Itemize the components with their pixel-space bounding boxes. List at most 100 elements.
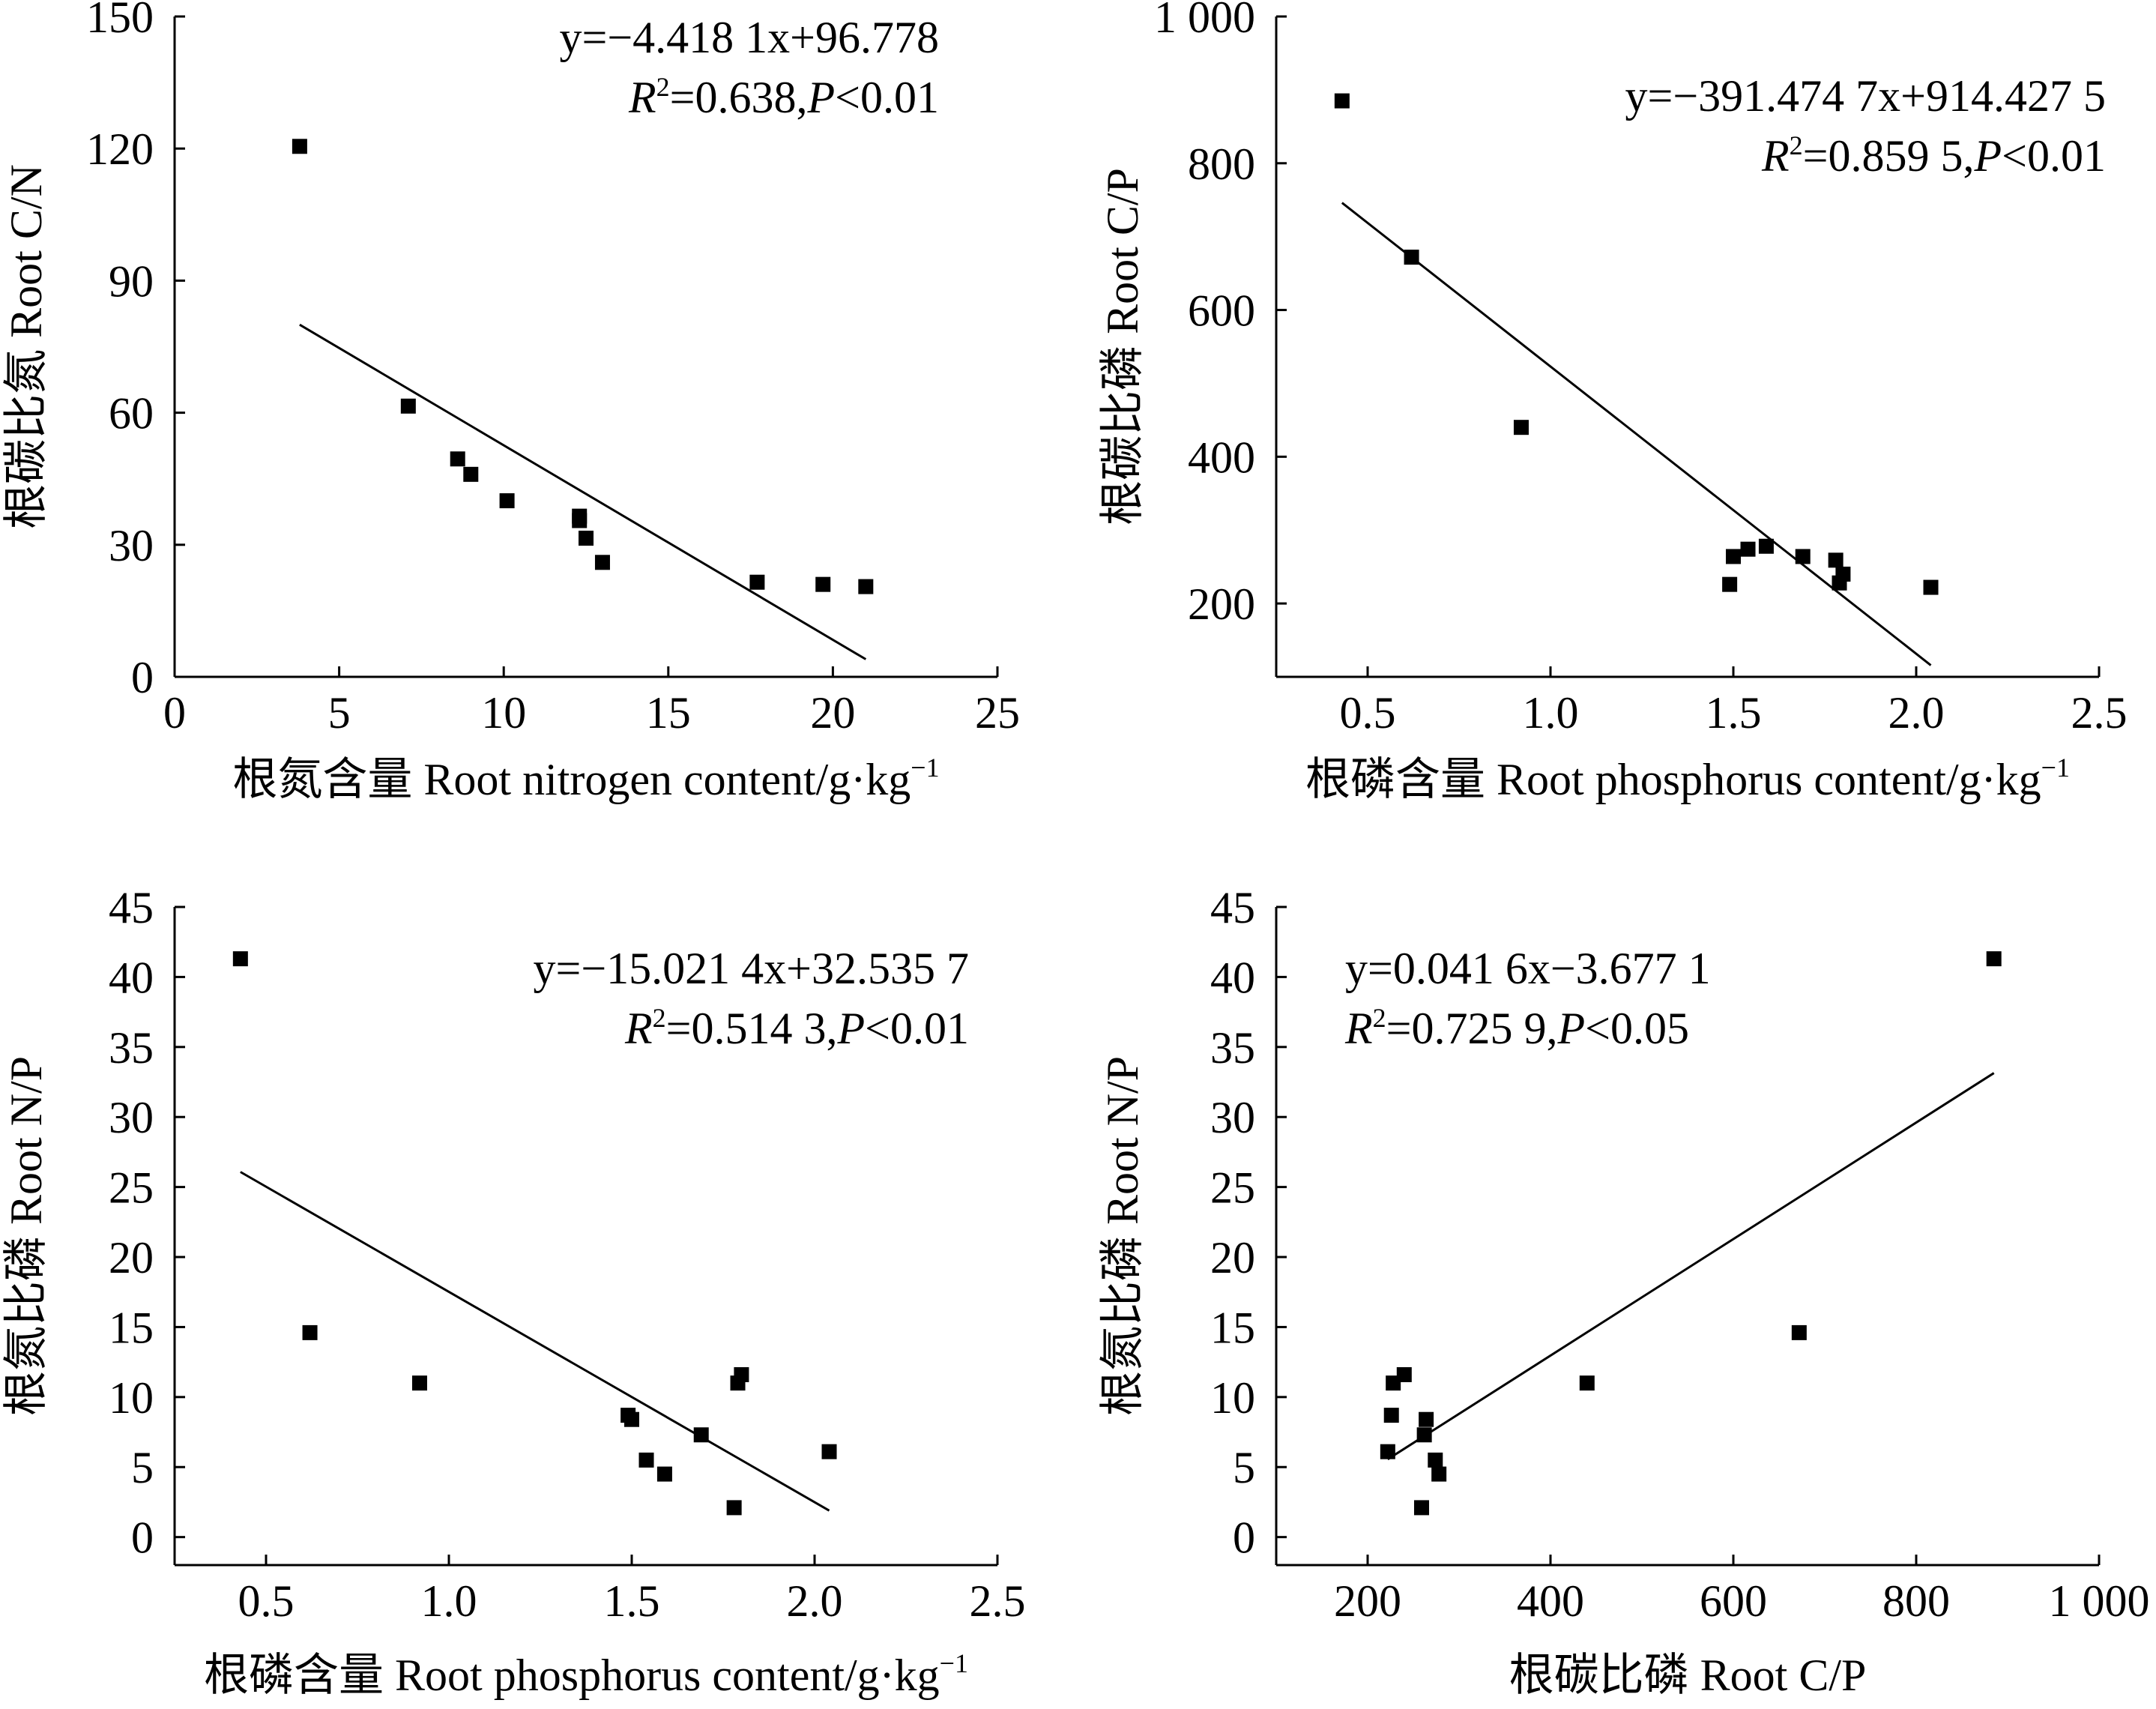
data-point bbox=[411, 1375, 427, 1391]
y-tick-label: 25 bbox=[1210, 1163, 1255, 1213]
y-tick-label: 800 bbox=[1188, 139, 1255, 189]
y-tick-label: 1 000 bbox=[1154, 0, 1255, 42]
p-value: <0.01 bbox=[865, 1004, 969, 1053]
x-tick-label: 0 bbox=[163, 688, 186, 738]
x-axis-label-superscript: −1 bbox=[940, 1648, 968, 1678]
x-tick-label: 10 bbox=[481, 688, 526, 738]
y-tick-label: 30 bbox=[109, 1093, 154, 1142]
x-axis-label-text: 根氮含量 Root nitrogen content/g·kg bbox=[232, 755, 911, 804]
p-symbol: P bbox=[837, 1004, 866, 1053]
data-point bbox=[1419, 1411, 1434, 1427]
p-value: <0.01 bbox=[835, 73, 939, 122]
p-value: <0.01 bbox=[2002, 131, 2106, 181]
x-axis-label: 根碳比磷 Root C/P bbox=[1509, 1651, 1867, 1700]
data-point bbox=[1791, 1324, 1807, 1340]
y-tick-label: 10 bbox=[109, 1373, 154, 1423]
data-point bbox=[1404, 250, 1419, 265]
y-tick-label: 10 bbox=[1210, 1373, 1255, 1423]
x-tick-label: 1.0 bbox=[1523, 688, 1579, 738]
x-tick-label: 400 bbox=[1517, 1576, 1584, 1626]
data-point bbox=[726, 1500, 742, 1516]
p-symbol: P bbox=[807, 73, 836, 122]
x-tick-label: 1 000 bbox=[2049, 1576, 2150, 1626]
data-point bbox=[1431, 1466, 1447, 1482]
y-tick-label: 60 bbox=[109, 389, 154, 438]
x-tick-label: 0.5 bbox=[1340, 688, 1396, 738]
y-tick-label: 5 bbox=[131, 1443, 154, 1492]
y-tick-label: 150 bbox=[86, 0, 154, 42]
regression-line bbox=[240, 1171, 830, 1512]
y-tick-label: 400 bbox=[1188, 432, 1255, 482]
x-tick-label: 25 bbox=[975, 688, 1020, 738]
data-point bbox=[749, 574, 765, 590]
regression-line bbox=[1341, 202, 1932, 666]
x-tick-label: 0.5 bbox=[238, 1576, 295, 1626]
x-axis-label-text: 根磷含量 Root phosphorus content/g·kg bbox=[1305, 755, 2041, 804]
r-squared-text: R2=0.514 3,P<0.01 bbox=[624, 1003, 969, 1053]
data-point bbox=[1380, 1444, 1395, 1459]
data-point bbox=[1722, 576, 1738, 592]
data-point bbox=[1416, 1427, 1432, 1443]
r-symbol: R bbox=[1761, 131, 1790, 181]
r-squared-value: =0.638, bbox=[670, 73, 808, 122]
data-point bbox=[1828, 552, 1844, 568]
y-tick-label: 120 bbox=[86, 124, 154, 174]
data-point bbox=[1835, 566, 1851, 582]
y-tick-label: 30 bbox=[109, 521, 154, 570]
y-tick-label: 0 bbox=[1233, 1513, 1255, 1563]
y-tick-label: 25 bbox=[109, 1163, 154, 1213]
data-point bbox=[594, 555, 610, 570]
data-point bbox=[821, 1444, 837, 1459]
regression-line bbox=[1387, 1072, 1995, 1461]
y-tick-label: 0 bbox=[131, 653, 154, 702]
y-tick-label: 20 bbox=[109, 1233, 154, 1282]
r-superscript: 2 bbox=[656, 72, 670, 102]
x-tick-label: 200 bbox=[1334, 1576, 1401, 1626]
x-axis-label: 根氮含量 Root nitrogen content/g·kg−1 bbox=[232, 753, 939, 804]
data-point bbox=[656, 1466, 672, 1482]
r-symbol: R bbox=[628, 73, 656, 122]
y-tick-label: 30 bbox=[1210, 1093, 1255, 1142]
x-tick-label: 5 bbox=[328, 688, 351, 738]
x-tick-label: 2.5 bbox=[970, 1576, 1026, 1626]
regression-equation: y=−15.021 4x+32.535 7 bbox=[533, 944, 969, 993]
data-point bbox=[1428, 1452, 1443, 1468]
data-point bbox=[1413, 1500, 1429, 1516]
x-tick-label: 2.0 bbox=[787, 1576, 843, 1626]
data-point bbox=[400, 398, 416, 414]
y-tick-label: 35 bbox=[109, 1023, 154, 1073]
data-point bbox=[1334, 93, 1350, 109]
data-point bbox=[463, 466, 479, 482]
r-superscript: 2 bbox=[1373, 1003, 1386, 1033]
data-point bbox=[638, 1452, 654, 1468]
data-point bbox=[579, 530, 594, 546]
regression-line bbox=[299, 323, 867, 660]
y-tick-label: 40 bbox=[109, 953, 154, 1002]
y-tick-label: 0 bbox=[131, 1513, 154, 1563]
data-point bbox=[232, 951, 248, 967]
data-point bbox=[1740, 541, 1756, 557]
data-point bbox=[1758, 538, 1774, 554]
x-tick-label: 800 bbox=[1882, 1576, 1950, 1626]
regression-equation: y=−4.418 1x+96.778 bbox=[559, 13, 939, 62]
x-tick-label: 2.5 bbox=[2071, 688, 2128, 738]
panel-root-np-vs-phosphorus: 0.5 1.0 1.5 2.0 2.5 0 5 10 15 20 25 30 35 40 45 y=−15.0… bbox=[1, 883, 1026, 1700]
r-squared-value: =0.514 3, bbox=[666, 1004, 838, 1053]
data-point bbox=[624, 1411, 639, 1427]
r-squared-value: =0.859 5, bbox=[1803, 131, 1975, 181]
y-tick-label: 20 bbox=[1210, 1233, 1255, 1282]
x-axis-label-text: 根磷含量 Root phosphorus content/g·kg bbox=[204, 1651, 940, 1700]
regression-equation: y=0.041 6x−3.677 1 bbox=[1345, 944, 1711, 993]
regression-equation: y=−391.474 7x+914.427 5 bbox=[1625, 71, 2106, 121]
y-tick-label: 35 bbox=[1210, 1023, 1255, 1073]
y-tick-label: 5 bbox=[1233, 1443, 1255, 1492]
r-squared-text: R2=0.638,P<0.01 bbox=[628, 72, 939, 122]
panel-root-cp: 0.5 1.0 1.5 2.0 2.5 200 400 600 800 1 000 y=−391.4… bbox=[1098, 0, 2128, 804]
y-tick-label: 40 bbox=[1210, 953, 1255, 1002]
x-tick-label: 20 bbox=[810, 688, 855, 738]
data-point bbox=[499, 493, 515, 509]
y-tick-label: 45 bbox=[109, 883, 154, 932]
x-axis-label-superscript: −1 bbox=[2041, 753, 2070, 783]
y-axis-label: 根氮比磷 Root N/P bbox=[1, 1056, 51, 1416]
